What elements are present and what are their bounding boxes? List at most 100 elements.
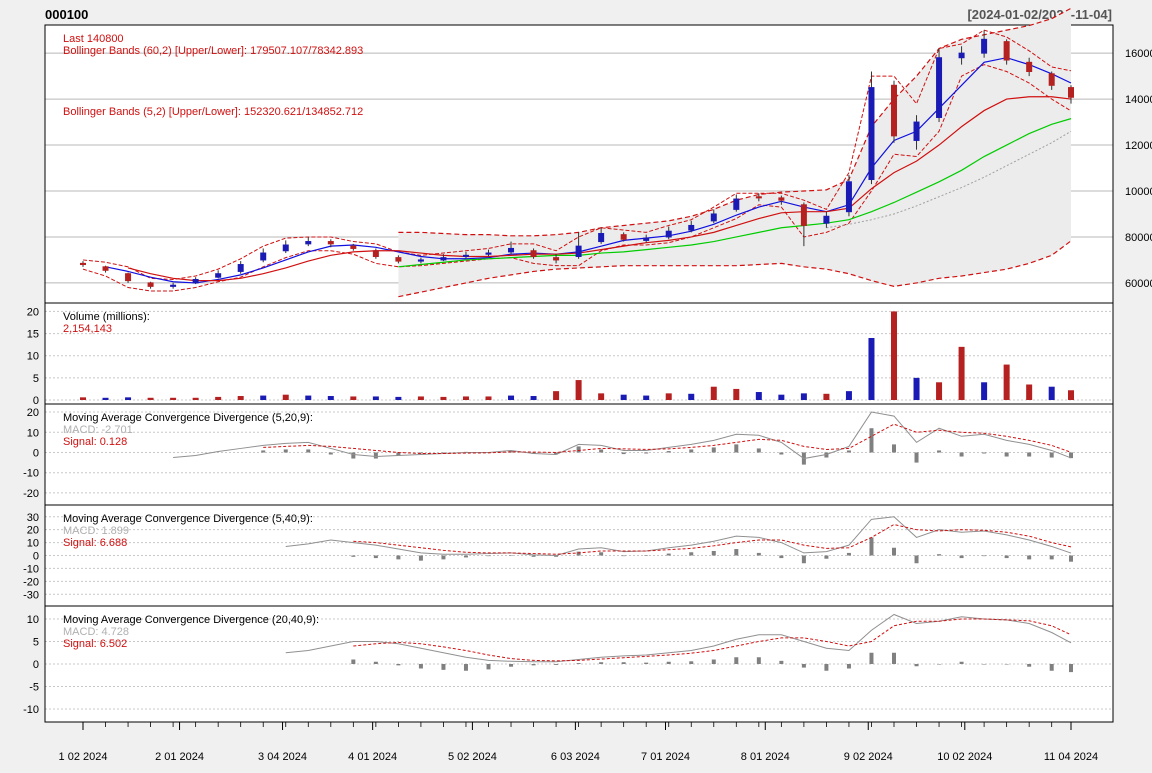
candle-body — [350, 245, 357, 249]
candle-body — [778, 197, 785, 201]
candle — [665, 226, 672, 240]
candle — [80, 261, 86, 267]
macd-histogram-bar — [824, 555, 829, 559]
macd-histogram-bar — [554, 664, 559, 665]
macd-histogram-bar — [599, 449, 604, 453]
candle-body — [125, 273, 132, 282]
macd-histogram-bar — [1069, 664, 1073, 673]
macd-histogram-bar — [959, 555, 964, 559]
candle-body — [147, 282, 154, 287]
macd-histogram-bar — [869, 537, 874, 556]
y-tick-label: 5 — [33, 637, 39, 649]
macd-histogram-bar — [418, 664, 423, 669]
candle — [125, 272, 132, 283]
macd-histogram-bar — [869, 652, 874, 664]
macd-histogram-bar — [734, 549, 739, 556]
y-tick-label: 160000 — [1125, 48, 1152, 60]
macd-histogram-bar — [937, 554, 942, 556]
candle — [890, 80, 897, 143]
ma-green-line — [398, 118, 1072, 268]
last-price-label: Last 140800 — [63, 33, 124, 45]
macd-histogram-bar — [328, 452, 333, 455]
volume-bar — [147, 397, 154, 400]
macd-histogram-bar — [1069, 555, 1073, 562]
candle-body — [282, 244, 289, 252]
y-tick-label: 15 — [27, 329, 39, 341]
macd-histogram-bar — [576, 551, 581, 556]
candle — [845, 174, 852, 217]
candle-body — [553, 257, 560, 261]
candle-body — [665, 230, 672, 238]
macd-histogram-bar — [1027, 555, 1032, 560]
macd-line — [285, 516, 1072, 557]
y-tick-label: 0 — [33, 659, 39, 671]
candle — [462, 251, 469, 259]
signal-line — [353, 618, 1072, 662]
macd-histogram-bar — [1049, 555, 1054, 560]
volume-bar — [913, 377, 920, 400]
signal-line — [263, 423, 1072, 454]
candle-body — [462, 254, 469, 257]
macd-histogram-bar — [373, 661, 378, 664]
macd-histogram-bar — [621, 662, 626, 664]
macd-histogram-bar — [441, 452, 446, 453]
candle-body — [192, 278, 199, 284]
chart-symbol: 000100 — [45, 7, 88, 22]
bollinger-60-fill — [398, 8, 1071, 297]
macd-histogram-bar — [486, 555, 491, 557]
candle-body — [1026, 61, 1033, 73]
x-tick-label: 10 02 2024 — [937, 751, 992, 763]
macd-histogram-bar — [846, 450, 851, 453]
x-tick-label: 9 02 2024 — [844, 751, 893, 763]
bollinger-5-lower-line — [82, 64, 1072, 292]
candle-body — [327, 241, 334, 245]
volume-bar — [237, 396, 244, 400]
volume-bar — [665, 393, 672, 400]
macd-title: Moving Average Convergence Divergence (2… — [63, 614, 319, 626]
candle-body — [688, 224, 695, 231]
signal-value-label: Signal: 0.128 — [63, 436, 127, 448]
volume-bar — [981, 382, 988, 400]
signal-line — [353, 523, 1072, 555]
macd-histogram-bar — [779, 660, 784, 664]
volume-bar — [508, 395, 515, 400]
candle — [620, 232, 627, 242]
macd-histogram-bar — [734, 444, 739, 453]
bollinger-60-lower-line — [398, 240, 1072, 298]
volume-bar — [417, 396, 424, 400]
macd-histogram-bar — [463, 664, 468, 671]
volume-bar — [462, 396, 469, 400]
volume-bar — [845, 391, 852, 400]
macd-histogram-bar — [711, 550, 716, 556]
signal-value-label: Signal: 6.502 — [63, 638, 127, 650]
y-tick-label: 5 — [33, 373, 39, 385]
candle-body — [395, 257, 402, 262]
candle — [260, 248, 267, 263]
y-tick-label: 10 — [27, 427, 39, 439]
volume-series — [80, 311, 1074, 400]
candle — [350, 243, 357, 251]
candle — [800, 202, 807, 247]
y-tick-label: 20 — [27, 525, 39, 537]
candle — [936, 48, 943, 123]
ma-blue-line — [105, 57, 1072, 284]
macd-histogram-bar — [373, 555, 378, 559]
x-tick-label: 6 03 2024 — [551, 751, 600, 763]
macd-histogram-bar — [779, 452, 784, 455]
volume-bar — [395, 396, 402, 400]
volume-bar — [1003, 364, 1010, 400]
macd-histogram-bar — [1049, 664, 1054, 671]
macd-histogram-bar — [846, 552, 851, 556]
candle-body — [958, 52, 965, 59]
y-tick-label: 30 — [27, 512, 39, 524]
y-tick-label: 60000 — [1125, 278, 1152, 290]
candle — [440, 254, 447, 262]
macd-histogram-bar — [666, 553, 671, 556]
macd-histogram-bar — [1004, 452, 1009, 457]
candle — [395, 255, 402, 264]
macd-histogram-bar — [463, 555, 468, 558]
candle — [305, 236, 312, 247]
macd-histogram-bar — [396, 452, 401, 456]
candle — [485, 249, 492, 257]
